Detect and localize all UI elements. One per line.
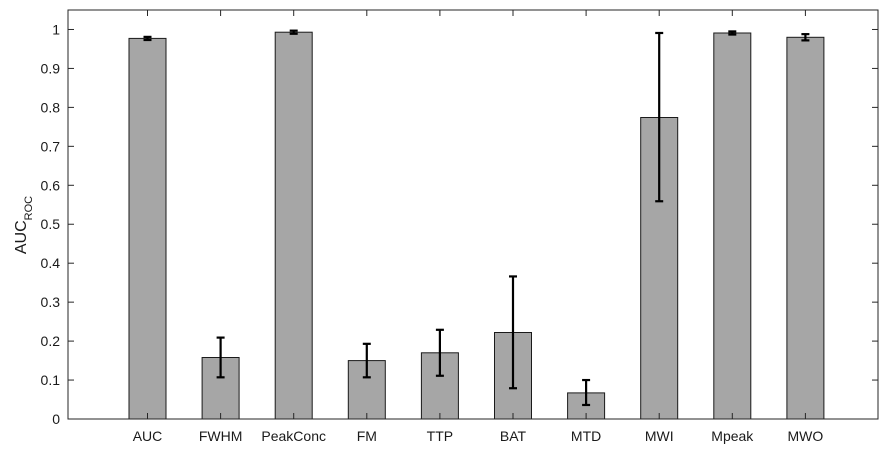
error-bar-fwhm xyxy=(216,336,225,379)
error-bars-group xyxy=(143,29,810,407)
x-tick-label-ttp: TTP xyxy=(427,428,453,444)
error-bar-fm xyxy=(362,342,371,379)
x-tick-label-auc: AUC xyxy=(133,428,163,444)
y-tick-label: 0.6 xyxy=(41,177,61,193)
x-tick-label-mwi: MWI xyxy=(645,428,674,444)
x-tick-label-fm: FM xyxy=(357,428,377,444)
y-tick-label: 0.8 xyxy=(41,99,61,115)
y-tick-label: 0.4 xyxy=(41,255,61,271)
x-ticks-group: AUC FWHM PeakConc FM TTP BAT MTD MWI Mpeak MWO xyxy=(133,10,824,444)
error-bar-peakconc xyxy=(289,29,298,35)
x-tick-label-bat: BAT xyxy=(500,428,527,444)
y-tick-label: 0 xyxy=(52,411,60,427)
x-tick-label-mwo: MWO xyxy=(788,428,824,444)
y-tick-label: 0.7 xyxy=(41,138,61,154)
error-bar-bat xyxy=(509,275,517,390)
y-axis-label: AUCROC xyxy=(13,196,35,254)
y-tick-label: 0.3 xyxy=(41,294,61,310)
error-bar-auc xyxy=(143,35,152,42)
axes-box xyxy=(67,9,879,420)
y-tick-label: 0.1 xyxy=(41,372,61,388)
error-bar-mtd xyxy=(582,378,591,407)
x-tick-label-mpeak: Mpeak xyxy=(711,428,754,444)
bar-auc xyxy=(128,37,167,420)
bar-mpeak xyxy=(713,32,752,420)
y-axis-label-subscript: ROC xyxy=(23,196,35,221)
error-bar-mpeak xyxy=(728,30,737,36)
y-tick-label: 0.5 xyxy=(41,216,61,232)
y-ticks-group: 0 0.1 0.2 0.3 0.4 0.5 0.6 0.7 0.8 0.9 1 xyxy=(41,21,878,427)
error-bar-mwo xyxy=(801,33,810,42)
y-tick-label: 0.2 xyxy=(41,333,61,349)
bar-fm xyxy=(347,360,386,420)
bar-peakconc xyxy=(274,31,313,420)
y-tick-label: 1 xyxy=(52,21,60,37)
x-tick-label-mtd: MTD xyxy=(571,428,601,444)
x-tick-label-peakconc: PeakConc xyxy=(261,428,326,444)
plot-area xyxy=(67,9,879,420)
y-axis-label-main: AUC xyxy=(13,220,30,254)
axes-group xyxy=(67,9,879,420)
x-tick-label-fwhm: FWHM xyxy=(199,428,243,444)
y-tick-label: 0.9 xyxy=(41,60,61,76)
plot-frame xyxy=(67,9,879,420)
error-bar-mwi xyxy=(655,31,664,203)
bar-mwo xyxy=(786,36,825,420)
error-bar-ttp xyxy=(435,328,444,377)
